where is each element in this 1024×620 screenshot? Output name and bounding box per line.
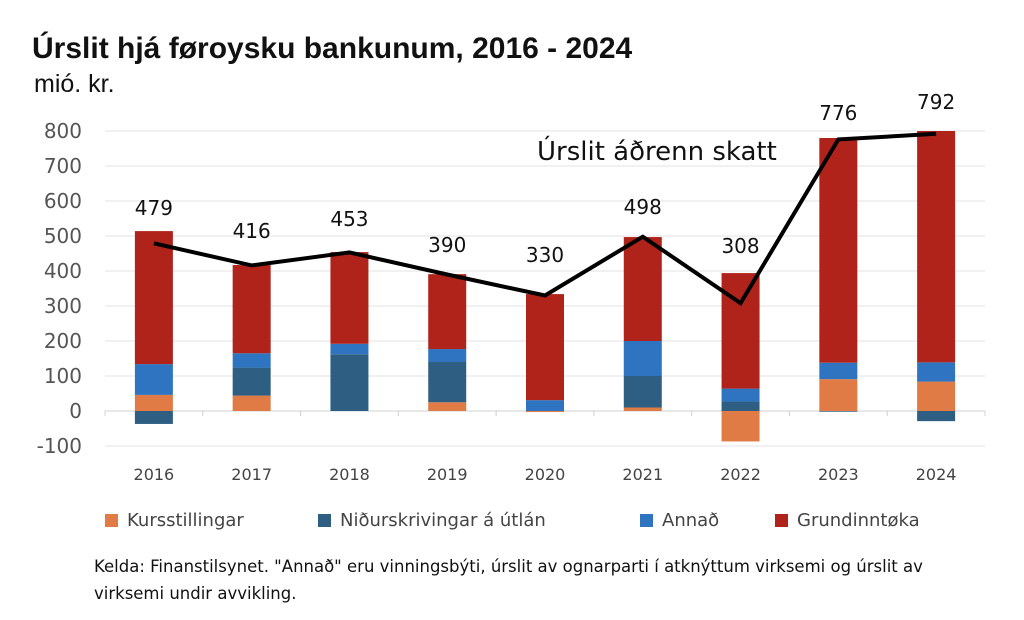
bar-kursstillingar-2019 xyxy=(428,402,467,411)
y-tick-label: 300 xyxy=(44,294,82,318)
legend-label: Kursstillingar xyxy=(127,510,244,531)
bar-anna--2017 xyxy=(232,353,271,368)
bar-grundinnt-ka-2024 xyxy=(917,131,956,363)
x-tick-label: 2017 xyxy=(231,465,272,484)
data-label: 330 xyxy=(526,243,564,267)
x-tick-label: 2018 xyxy=(329,465,370,484)
bar-kursstillingar-2017 xyxy=(232,395,271,411)
legend-item: Annað xyxy=(640,510,719,531)
bar-kursstillingar-2023 xyxy=(819,379,858,411)
x-tick-label: 2019 xyxy=(427,465,468,484)
y-tick-label: 800 xyxy=(44,119,82,143)
bar-ni-urskrivingar-tl-n-2018 xyxy=(330,354,369,411)
data-label: 453 xyxy=(330,207,368,231)
data-label: 776 xyxy=(819,101,857,125)
x-tick-label: 2016 xyxy=(134,465,175,484)
bar-anna--2022 xyxy=(721,388,760,402)
bar-ni-urskrivingar-tl-n-2017 xyxy=(232,367,271,396)
y-tick-label: 400 xyxy=(44,259,82,283)
bar-grundinnt-ka-2019 xyxy=(428,274,467,350)
bar-grundinnt-ka-2016 xyxy=(134,231,173,365)
bar-anna--2018 xyxy=(330,343,369,355)
bar-kursstillingar-2024 xyxy=(917,381,956,411)
bar-grundinnt-ka-2020 xyxy=(526,294,564,401)
bar-anna--2023 xyxy=(819,362,858,380)
x-tick-label: 2021 xyxy=(622,465,663,484)
bar-grundinnt-ka-2017 xyxy=(232,265,271,354)
source-note: Kelda: Finanstilsynet. "Annað" eru vinni… xyxy=(94,557,923,603)
bar-kursstillingar-2020 xyxy=(526,411,564,413)
legend-item: Kursstillingar xyxy=(105,510,244,531)
bar-grundinnt-ka-2023 xyxy=(819,138,858,363)
bar-kursstillingar-2022 xyxy=(721,411,760,442)
bar-ni-urskrivingar-tl-n-2022 xyxy=(721,401,760,411)
bar-ni-urskrivingar-tl-n-2019 xyxy=(428,362,467,403)
legend-swatch xyxy=(640,514,653,527)
legend-label: Annað xyxy=(662,510,720,531)
data-label: 498 xyxy=(624,195,662,219)
bar-kursstillingar-2016 xyxy=(134,394,173,411)
x-tick-label: 2023 xyxy=(818,465,859,484)
y-tick-label: 200 xyxy=(44,329,82,353)
legend-swatch xyxy=(105,514,118,527)
bar-anna--2020 xyxy=(526,400,564,411)
x-tick-label: 2024 xyxy=(916,465,957,484)
bar-ni-urskrivingar-tl-n-2016 xyxy=(134,411,173,424)
legend-label: Niðurskrivingar á útlán xyxy=(340,510,546,531)
data-label: 792 xyxy=(917,90,955,114)
y-tick-label: 600 xyxy=(44,189,82,213)
bar-grundinnt-ka-2021 xyxy=(623,237,662,341)
legend-item: Grundinntøka xyxy=(775,510,920,531)
line-series xyxy=(153,131,937,307)
line-series-label: Úrslit áðrenn skatt xyxy=(537,135,777,167)
x-tick-label: 2020 xyxy=(525,465,566,484)
legend: Kursstillingar Niðurskrivingar á útlán Ann… xyxy=(0,510,1024,536)
x-tick-label: 2022 xyxy=(720,465,761,484)
bar-anna--2024 xyxy=(917,362,956,382)
y-axis-unit: mió. kr. xyxy=(34,70,115,98)
bar-ni-urskrivingar-tl-n-2023 xyxy=(819,411,858,412)
bar-grundinnt-ka-2018 xyxy=(330,252,369,344)
y-tick-label: 700 xyxy=(44,154,82,178)
bar-anna--2016 xyxy=(134,364,173,395)
data-label: 416 xyxy=(233,219,271,243)
bar-ni-urskrivingar-tl-n-2024 xyxy=(917,411,956,422)
legend-swatch xyxy=(775,514,788,527)
legend-label: Grundinntøka xyxy=(797,510,920,531)
bar-anna--2019 xyxy=(428,349,467,362)
data-label: 390 xyxy=(428,233,466,257)
y-tick-label: -100 xyxy=(37,434,82,458)
chart-plot: -100 0 100 200 300 400 500 600 700 800 2016 2017 201… xyxy=(37,90,986,484)
y-tick-label: 100 xyxy=(44,364,82,388)
data-label: 479 xyxy=(135,196,173,220)
data-label: 308 xyxy=(721,234,759,258)
bar-anna--2021 xyxy=(623,341,662,376)
y-tick-label: 500 xyxy=(44,224,82,248)
bar-ni-urskrivingar-tl-n-2021 xyxy=(623,376,662,408)
bar-kursstillingar-2021 xyxy=(623,407,662,411)
legend-swatch xyxy=(318,514,331,527)
legend-item: Niðurskrivingar á útlán xyxy=(318,510,546,531)
chart-title: Úrslit hjá føroysku bankunum, 2016 - 202… xyxy=(32,32,633,65)
y-tick-label: 0 xyxy=(69,399,82,423)
bar-grundinnt-ka-2022 xyxy=(721,273,760,389)
